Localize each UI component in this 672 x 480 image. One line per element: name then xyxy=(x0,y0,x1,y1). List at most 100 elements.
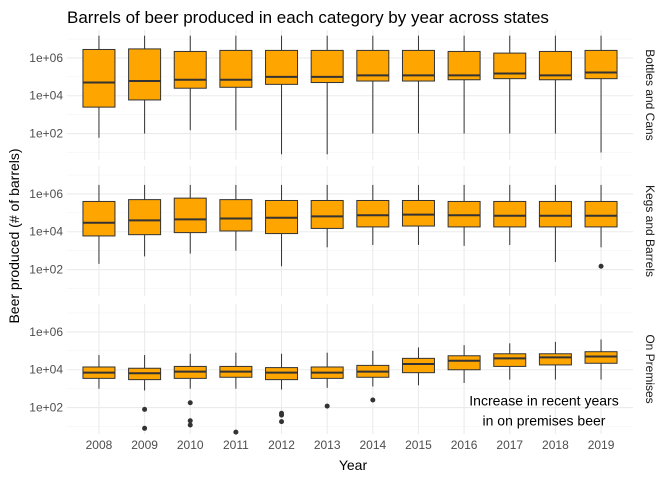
box-2019 xyxy=(584,184,618,269)
box-body xyxy=(538,353,572,366)
y-axis-title: Beer produced (# of barrels) xyxy=(6,148,22,323)
x-tick-label: 2009 xyxy=(131,438,158,452)
box-body xyxy=(447,355,481,371)
box-2011 xyxy=(219,352,253,435)
box-2011 xyxy=(219,35,253,131)
box-2014 xyxy=(356,350,390,403)
box-2018 xyxy=(538,35,572,134)
box-2010 xyxy=(173,184,207,254)
y-tick-label: 1e+02 xyxy=(29,401,63,415)
facet-strip-label: Kegs and Barrels xyxy=(643,185,657,277)
x-tick-label: 2013 xyxy=(314,438,341,452)
outlier-point xyxy=(187,418,193,424)
chart-title: Barrels of beer produced in each categor… xyxy=(67,8,549,27)
x-tick-label: 2015 xyxy=(405,438,432,452)
outlier-point xyxy=(370,397,376,403)
box-body xyxy=(219,49,253,88)
box-body xyxy=(493,353,527,367)
box-body xyxy=(128,199,162,236)
outlier-point xyxy=(598,263,604,269)
annotation-text: Increase in recent years xyxy=(469,393,618,409)
box-2009 xyxy=(128,35,162,134)
x-tick-label: 2011 xyxy=(223,438,249,452)
box-body xyxy=(584,49,618,80)
outlier-point xyxy=(279,419,285,425)
box-body xyxy=(538,200,572,228)
box-2008 xyxy=(82,355,116,389)
box-2017 xyxy=(493,343,527,380)
box-2012 xyxy=(265,184,299,267)
box-2012 xyxy=(265,35,299,155)
box-2009 xyxy=(128,355,162,431)
y-tick-label: 1e+02 xyxy=(29,127,63,141)
y-tick-label: 1e+04 xyxy=(29,225,63,239)
facet-strip-label: On Premises xyxy=(643,334,657,403)
y-tick-label: 1e+04 xyxy=(29,89,63,103)
box-body xyxy=(447,200,481,228)
box-body xyxy=(82,48,116,108)
box-2018 xyxy=(538,341,572,380)
box-2016 xyxy=(447,35,481,134)
panel-background xyxy=(67,304,633,434)
x-axis-title: Year xyxy=(339,457,368,473)
y-tick-label: 1e+06 xyxy=(29,51,63,65)
box-2018 xyxy=(538,184,572,263)
box-body xyxy=(493,200,527,228)
box-2017 xyxy=(493,184,527,245)
box-2015 xyxy=(401,184,435,245)
x-tick-label: 2014 xyxy=(359,438,386,452)
box-2013 xyxy=(310,35,344,155)
box-body xyxy=(310,199,344,229)
x-tick-label: 2012 xyxy=(268,438,295,452)
box-body xyxy=(265,49,299,85)
box-2010 xyxy=(173,35,207,131)
x-tick-label: 2017 xyxy=(496,438,523,452)
facet-strip-label: Bottles and Cans xyxy=(643,49,657,140)
box-body xyxy=(356,199,390,228)
box-2010 xyxy=(173,353,207,428)
box-2011 xyxy=(219,184,253,251)
box-body xyxy=(584,200,618,228)
y-tick-label: 1e+06 xyxy=(29,187,63,201)
box-2013 xyxy=(310,352,344,409)
box-2016 xyxy=(447,345,481,383)
panel: 1e+02 1e+04 1e+06 On Premises xyxy=(29,304,657,435)
outlier-point xyxy=(142,406,148,412)
x-tick-label: 2019 xyxy=(588,438,615,452)
box-2012 xyxy=(265,353,299,425)
y-tick-label: 1e+06 xyxy=(29,325,63,339)
y-tick-label: 1e+02 xyxy=(29,263,63,277)
outlier-point xyxy=(142,425,148,431)
box-2014 xyxy=(356,184,390,245)
box-body xyxy=(401,199,435,227)
box-body xyxy=(173,197,207,234)
box-2015 xyxy=(401,347,435,386)
outlier-point xyxy=(187,422,193,428)
box-2013 xyxy=(310,184,344,248)
x-tick-label: 2018 xyxy=(542,438,569,452)
box-2008 xyxy=(82,184,116,264)
box-body xyxy=(219,199,253,232)
y-tick-label: 1e+04 xyxy=(29,363,63,377)
x-tick-label: 2010 xyxy=(177,438,204,452)
box-2019 xyxy=(584,35,618,153)
box-2015 xyxy=(401,35,435,134)
x-tick-label: 2008 xyxy=(86,438,113,452)
box-body xyxy=(401,49,435,82)
box-body xyxy=(493,52,527,80)
box-2019 xyxy=(584,339,618,380)
outlier-point xyxy=(233,429,239,435)
box-2009 xyxy=(128,184,162,257)
box-body xyxy=(356,49,390,82)
box-body xyxy=(401,357,435,374)
box-2017 xyxy=(493,35,527,134)
panel: 1e+02 1e+04 1e+06 Bottles and Cans xyxy=(29,30,657,160)
outlier-point xyxy=(324,403,330,409)
x-tick-label: 2016 xyxy=(451,438,478,452)
panel: 1e+02 1e+04 1e+06 Kegs and Barrels xyxy=(29,166,657,296)
box-body xyxy=(128,48,162,101)
outlier-point xyxy=(187,400,193,406)
box-body xyxy=(173,50,207,89)
box-2014 xyxy=(356,35,390,134)
